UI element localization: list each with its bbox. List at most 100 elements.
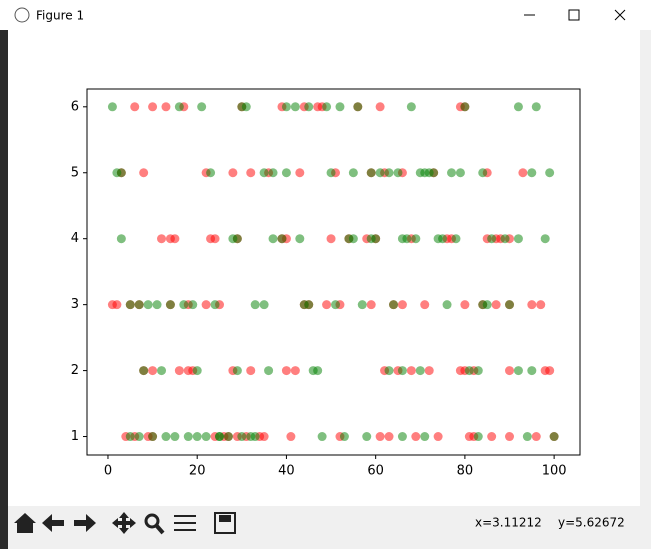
point [455,168,465,178]
point [139,366,149,376]
point [210,234,220,244]
status-x: x=3.11212 [475,516,542,530]
pan-button[interactable] [112,512,136,534]
point [527,300,537,310]
point [500,234,510,244]
point [438,234,448,244]
point [491,300,501,310]
point [322,300,332,310]
point [174,366,184,376]
point [384,432,394,442]
point [125,300,135,310]
point [531,432,541,442]
point [259,300,269,310]
background-window [0,30,8,549]
point [143,300,153,310]
point [393,168,403,178]
point [250,300,260,310]
y-tick-label: 6 [71,99,79,114]
point [326,234,336,244]
status-y: y=5.62672 [558,516,625,530]
point [429,168,439,178]
x-tick-label: 80 [457,464,474,479]
point [505,432,515,442]
point [125,432,135,442]
point [406,366,416,376]
point [527,168,537,178]
plot-area [86,88,581,456]
point [384,366,394,376]
point [157,366,167,376]
point [473,366,483,376]
point [424,366,434,376]
point [527,366,537,376]
save-button[interactable] [214,512,236,534]
point [460,300,470,310]
point [366,300,376,310]
back-button[interactable] [42,514,64,532]
x-tick-label: 20 [189,464,206,479]
point [397,300,407,310]
point [362,432,372,442]
point [451,234,461,244]
x-tick-label: 60 [367,464,384,479]
point [295,168,305,178]
toolbar-icons [14,512,236,535]
point [402,234,412,244]
point [281,102,291,112]
point [464,366,474,376]
point [116,168,126,178]
point [112,300,122,310]
point [348,234,358,244]
point [397,366,407,376]
y-tick-label: 2 [71,363,79,378]
point [192,432,202,442]
point [482,300,492,310]
toolbar [8,506,640,549]
home-button[interactable] [14,513,36,533]
point [540,234,550,244]
zoom-button[interactable] [144,513,160,529]
point [473,432,483,442]
x-tick-label: 40 [278,464,295,479]
point [397,432,407,442]
point [353,102,363,112]
point [411,234,421,244]
point [259,432,269,442]
point [505,300,515,310]
point [188,300,198,310]
point [161,432,171,442]
point [148,102,158,112]
point [179,300,189,310]
point [487,432,497,442]
point [304,102,314,112]
point [228,168,238,178]
point [375,102,385,112]
point [206,168,216,178]
point [170,432,180,442]
point [335,102,345,112]
point [505,366,515,376]
y-tick-label: 3 [71,297,79,312]
maximize-button[interactable] [568,9,580,21]
point [116,234,126,244]
point [268,234,278,244]
forward-button[interactable] [74,514,96,532]
point [290,366,300,376]
point [545,168,555,178]
point [241,102,251,112]
close-button[interactable] [614,9,626,21]
point [513,234,523,244]
point [384,168,394,178]
point [420,432,430,442]
point [326,168,336,178]
point [460,102,470,112]
point [348,168,358,178]
configure-button[interactable] [174,515,196,531]
point [487,234,497,244]
point [148,432,158,442]
point [513,366,523,376]
point [281,366,291,376]
